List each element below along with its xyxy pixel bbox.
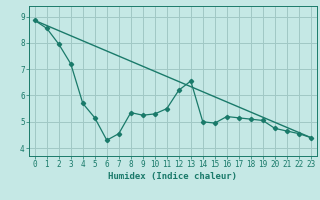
X-axis label: Humidex (Indice chaleur): Humidex (Indice chaleur)	[108, 172, 237, 181]
